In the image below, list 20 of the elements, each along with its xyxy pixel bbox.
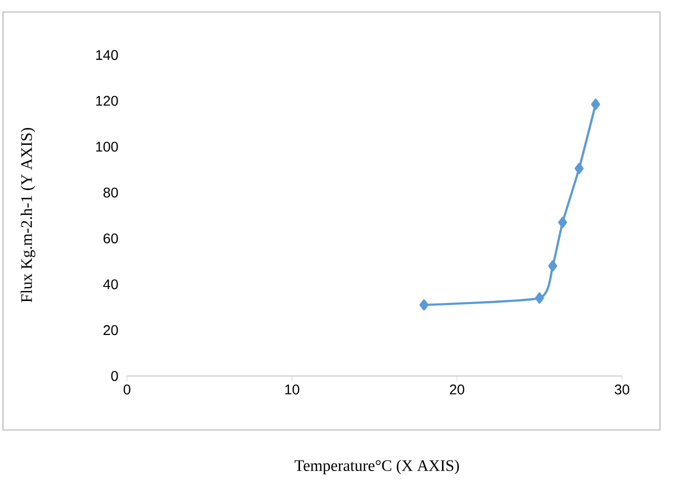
x-tick-label: 0 (124, 384, 130, 394)
point (548, 260, 558, 272)
point (558, 216, 568, 228)
x-tick-label: 10 (285, 384, 300, 394)
point (535, 292, 544, 304)
point (420, 299, 428, 311)
y-tick-label: 140 (96, 50, 118, 60)
point (574, 162, 584, 174)
y-tick-label: 120 (96, 96, 118, 106)
y-tick-label: 20 (104, 325, 118, 336)
y-tick-label: 40 (103, 279, 118, 290)
y-tick-label: 60 (104, 233, 118, 244)
y-tick-label: 100 (96, 142, 118, 152)
x-tick-label: 30 (614, 384, 630, 394)
y-axis-title: Flux Kg.m-2.h-1 (Y AXIS) (20, 128, 36, 302)
x-axis-title: Temperature°C (X AXIS) (294, 460, 459, 474)
point (591, 98, 600, 110)
x-tick-label: 20 (450, 384, 464, 394)
y-tick-label: 0 (111, 371, 118, 381)
y-tick-label: 80 (104, 188, 118, 198)
